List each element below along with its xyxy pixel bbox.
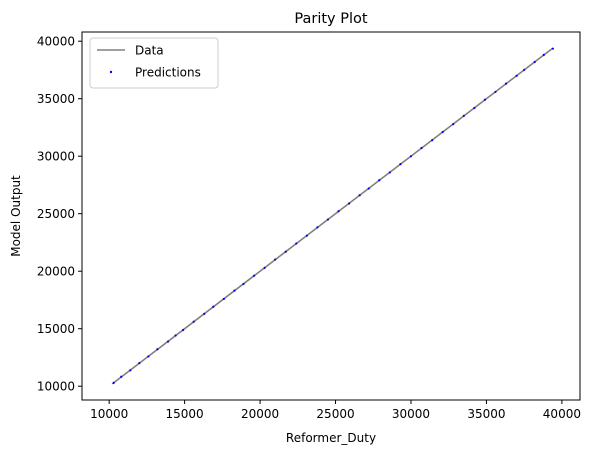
prediction-point: [316, 226, 319, 229]
prediction-point: [348, 202, 351, 205]
prediction-point: [138, 361, 141, 365]
prediction-point: [551, 47, 554, 50]
x-tick-label: 35000: [467, 407, 505, 421]
prediction-point: [166, 340, 170, 343]
y-tick-label: 30000: [37, 150, 75, 164]
prediction-point: [452, 123, 455, 126]
prediction-point: [274, 258, 277, 261]
prediction-point: [192, 320, 195, 323]
prediction-point: [252, 274, 256, 277]
prediction-point: [388, 171, 391, 174]
prediction-point: [462, 114, 465, 117]
y-tick-label: 20000: [37, 265, 75, 279]
chart-title: Parity Plot: [294, 11, 367, 27]
prediction-point: [399, 163, 402, 166]
y-tick-label: 40000: [37, 35, 75, 49]
x-tick-label: 25000: [316, 407, 354, 421]
x-axis-label: Reformer_Duty: [286, 431, 376, 445]
legend-label-predictions: Predictions: [135, 66, 201, 80]
prediction-point: [233, 289, 236, 292]
prediction-point: [242, 282, 245, 286]
prediction-point: [367, 187, 370, 190]
y-axis: 10000 15000 20000 25000 30000 35000 40000: [37, 35, 82, 394]
prediction-point: [120, 375, 123, 378]
axes-frame: [81, 31, 581, 401]
x-tick-label: 20000: [241, 407, 279, 421]
prediction-point: [295, 242, 298, 245]
prediction-point: [420, 146, 423, 150]
prediction-point: [222, 297, 225, 301]
prediction-point: [533, 60, 536, 64]
prediction-point: [483, 98, 487, 101]
x-axis: 10000 15000 20000 25000 30000 35000 40000: [90, 400, 581, 421]
prediction-point: [431, 139, 434, 142]
x-tick-label: 15000: [166, 407, 204, 421]
legend: Data Predictions: [89, 37, 219, 89]
prediction-point: [147, 355, 150, 358]
prediction-point: [129, 369, 132, 372]
x-tick-label: 40000: [543, 407, 581, 421]
prediction-point: [473, 106, 476, 110]
prediction-point: [358, 194, 361, 197]
prediction-point: [284, 250, 287, 253]
y-axis-label: Model Output: [9, 175, 23, 257]
y-tick-label: 25000: [37, 207, 75, 221]
prediction-point: [504, 82, 508, 85]
x-tick-label: 10000: [90, 407, 128, 421]
x-tick-label: 30000: [392, 407, 430, 421]
prediction-point: [203, 312, 206, 315]
prediction-point: [305, 234, 308, 237]
series-data-line: [111, 47, 554, 385]
prediction-point: [494, 90, 497, 94]
prediction-point: [263, 266, 266, 269]
legend-predictions-marker: [109, 70, 113, 74]
prediction-point: [112, 381, 115, 384]
prediction-point: [542, 53, 545, 56]
prediction-point: [156, 348, 159, 351]
prediction-point: [515, 74, 518, 77]
y-tick-label: 35000: [37, 92, 75, 106]
prediction-point: [378, 179, 381, 182]
y-tick-label: 10000: [37, 380, 75, 394]
y-tick-label: 15000: [37, 322, 75, 336]
prediction-point: [182, 328, 185, 332]
prediction-point: [523, 68, 526, 71]
prediction-point: [326, 218, 330, 221]
prediction-point: [212, 305, 215, 308]
prediction-point: [337, 210, 340, 213]
prediction-point: [409, 155, 413, 158]
legend-label-data: Data: [135, 44, 164, 58]
prediction-point: [174, 334, 177, 337]
prediction-point: [441, 130, 444, 134]
